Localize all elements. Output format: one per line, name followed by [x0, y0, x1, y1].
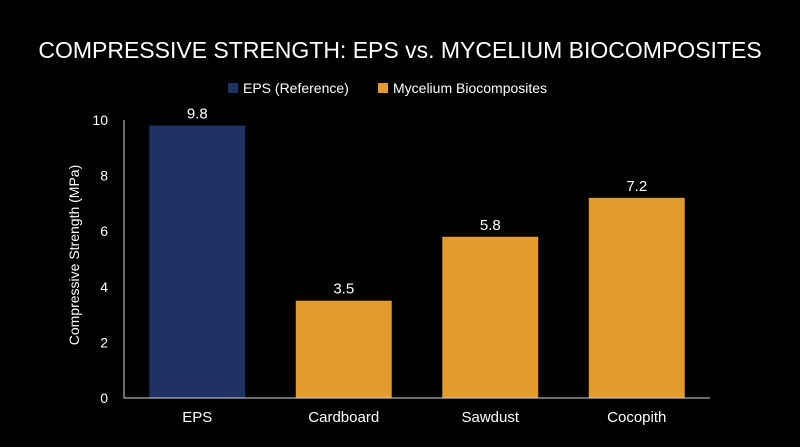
y-tick-label: 10 — [92, 112, 108, 128]
data-label-eps: 9.8 — [187, 106, 208, 123]
legend-item-eps: EPS (Reference) — [228, 80, 349, 96]
y-tick-label: 0 — [100, 390, 108, 406]
y-axis-title: Compressive Strength (MPa) — [66, 165, 82, 346]
y-tick-label: 6 — [100, 223, 108, 239]
data-labels: 9.8 3.5 5.8 7.2 — [187, 106, 647, 298]
legend-swatch-eps — [228, 83, 238, 93]
y-tick-label: 8 — [100, 168, 108, 184]
bars — [149, 125, 685, 398]
bar-cocopith — [588, 197, 685, 398]
y-tick-label: 4 — [100, 279, 108, 295]
x-tick-label-eps: EPS — [182, 409, 212, 426]
data-label-cardboard: 3.5 — [333, 281, 354, 298]
y-axis-ticks: 0 2 4 6 8 10 — [92, 112, 108, 406]
y-tick-label: 2 — [100, 334, 108, 350]
legend-label-mycelium: Mycelium Biocomposites — [393, 80, 547, 96]
bar-cardboard — [295, 300, 392, 398]
x-tick-label-cardboard: Cardboard — [308, 409, 379, 426]
legend: EPS (Reference) Mycelium Biocomposites — [228, 80, 547, 96]
legend-swatch-mycelium — [378, 83, 388, 93]
x-axis-labels: EPS Cardboard Sawdust Cocopith — [182, 409, 666, 426]
data-label-sawdust: 5.8 — [480, 217, 501, 234]
bar-sawdust — [442, 236, 539, 398]
legend-item-mycelium: Mycelium Biocomposites — [378, 80, 547, 96]
x-tick-label-cocopith: Cocopith — [607, 409, 666, 426]
data-label-cocopith: 7.2 — [626, 178, 647, 195]
legend-label-eps: EPS (Reference) — [243, 80, 349, 96]
x-tick-label-sawdust: Sawdust — [461, 409, 519, 426]
bar-eps — [149, 125, 246, 398]
chart-title: COMPRESSIVE STRENGTH: EPS vs. MYCELIUM B… — [38, 37, 761, 63]
